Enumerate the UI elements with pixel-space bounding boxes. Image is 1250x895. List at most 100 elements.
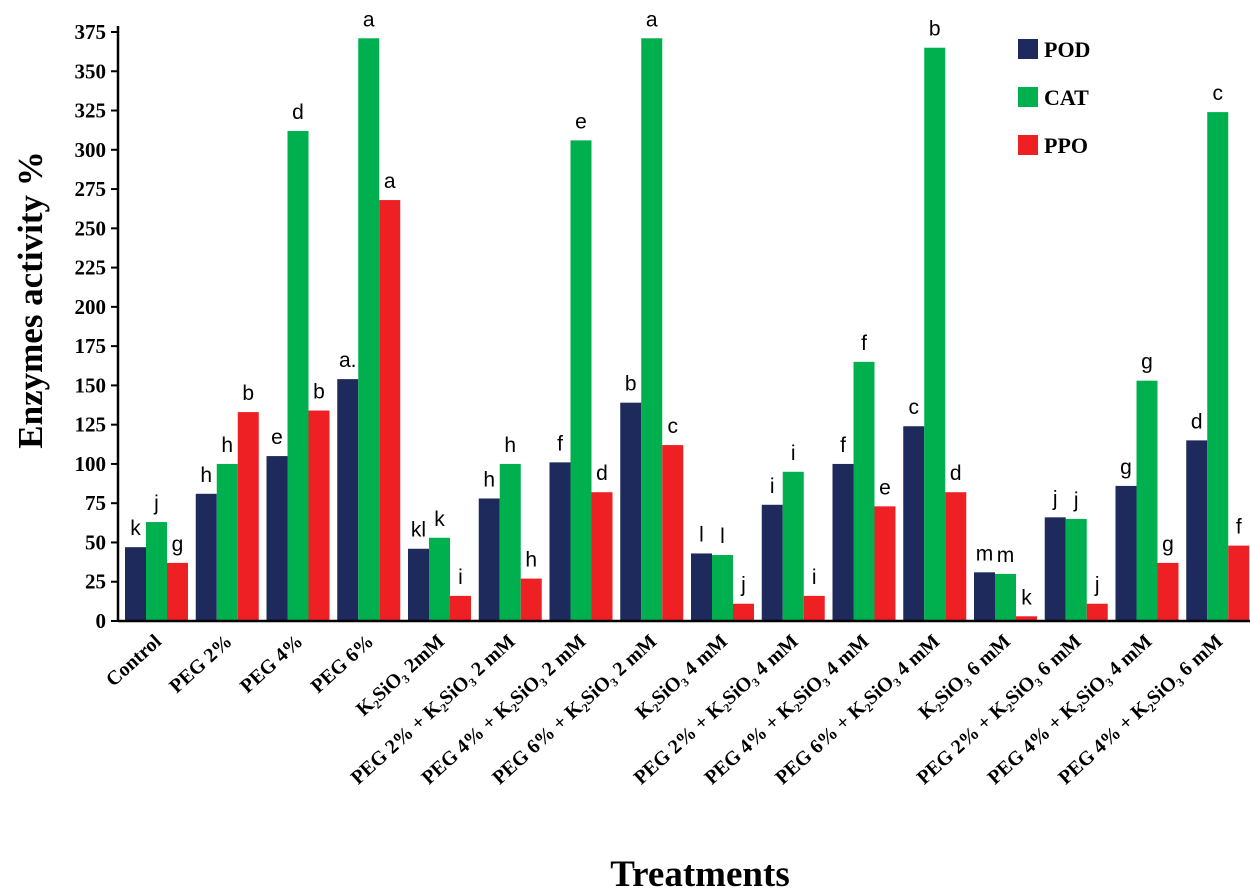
- bar-ppo: [591, 492, 613, 621]
- significance-label: a.: [339, 349, 357, 372]
- significance-label: h: [483, 468, 495, 491]
- y-tick-label: 200: [75, 295, 107, 319]
- significance-label: h: [200, 464, 212, 487]
- y-tick-label: 150: [75, 373, 107, 397]
- y-tick-label: 0: [96, 609, 107, 633]
- significance-label: d: [292, 101, 304, 124]
- bar-cat: [146, 522, 167, 621]
- bar-pod: [195, 493, 217, 621]
- bar-pod: [337, 379, 359, 621]
- bar-cat: [570, 140, 592, 621]
- bar-cat: [1136, 380, 1158, 621]
- bar-pod: [408, 548, 429, 621]
- y-tick-label: 350: [75, 59, 107, 83]
- bar-cat: [853, 361, 875, 621]
- significance-label: e: [575, 110, 587, 133]
- bar-pod: [549, 462, 571, 621]
- y-axis: 0 25 50 75 100 125 150 175 200 225 250 275 300 325 350…: [75, 20, 120, 633]
- significance-label: k: [130, 517, 141, 540]
- bar-cat: [216, 463, 238, 621]
- bar-pod: [761, 504, 783, 621]
- x-axis-label: Treatments: [610, 854, 789, 895]
- bar-ppo: [167, 562, 188, 621]
- y-tick-label: 300: [75, 138, 107, 162]
- bar-ppo: [1086, 603, 1108, 621]
- bar-ppo: [803, 595, 825, 621]
- bar-cat: [995, 573, 1016, 621]
- significance-label: k: [434, 508, 445, 531]
- bar-ppo: [379, 200, 401, 621]
- significance-label: d: [1191, 410, 1203, 433]
- bar-cat: [429, 537, 450, 621]
- bar-pod: [1186, 440, 1208, 621]
- y-tick-label: 175: [75, 334, 107, 358]
- legend-label: PPO: [1044, 133, 1088, 158]
- legend: POD CAT PPO: [1018, 37, 1090, 158]
- bar-cat: [924, 47, 946, 621]
- y-tick-label: 125: [75, 413, 107, 437]
- bars: [125, 38, 1250, 622]
- significance-label: e: [271, 426, 283, 449]
- significance-label: a: [384, 170, 396, 193]
- y-tick-label: 100: [75, 452, 107, 476]
- significance-label: i: [770, 475, 775, 498]
- significance-label: a: [363, 8, 375, 31]
- bar-pod: [1115, 485, 1137, 621]
- x-tick-label: Control: [102, 630, 166, 691]
- significance-label: j: [153, 492, 159, 515]
- y-tick-label: 25: [85, 570, 106, 594]
- bar-pod: [478, 498, 500, 621]
- bar-cat: [782, 471, 804, 621]
- bar-ppo: [1016, 616, 1037, 621]
- bar-pod: [266, 456, 288, 621]
- significance-label: g: [1120, 456, 1132, 479]
- bar-ppo: [1228, 545, 1250, 621]
- bar-ppo: [308, 410, 330, 621]
- significance-label: j: [740, 574, 746, 597]
- bar-cat: [1207, 112, 1229, 621]
- legend-label: POD: [1044, 37, 1090, 62]
- significance-label: e: [879, 476, 891, 499]
- y-tick-label: 250: [75, 216, 107, 240]
- y-tick-label: 225: [75, 256, 107, 280]
- bar-pod: [974, 572, 995, 621]
- y-tick-label: 75: [85, 491, 106, 515]
- bar-ppo: [237, 412, 259, 621]
- significance-label: l: [699, 523, 704, 546]
- significance-label: f: [840, 434, 846, 457]
- bar-cat: [499, 463, 521, 621]
- significance-label: c: [1213, 82, 1224, 105]
- bar-cat: [287, 130, 309, 621]
- y-tick-label: 275: [75, 177, 107, 201]
- bar-pod: [620, 402, 642, 621]
- bar-cat: [641, 38, 663, 622]
- significance-label: b: [242, 382, 254, 405]
- significance-label: i: [791, 442, 796, 465]
- significance-label: l: [720, 525, 725, 548]
- bar-cat: [358, 38, 380, 622]
- significance-label: h: [504, 434, 516, 457]
- significance-label: f: [861, 332, 867, 355]
- x-tick-label: PEG 2%: [165, 630, 236, 697]
- significance-label: c: [909, 396, 920, 419]
- significance-label: k: [1021, 586, 1032, 609]
- bar-pod: [1044, 517, 1066, 621]
- significance-label: f: [1236, 516, 1242, 539]
- bar-cat: [1065, 518, 1087, 621]
- bar-ppo: [662, 445, 684, 621]
- significance-label: g: [1162, 533, 1174, 556]
- significance-label: c: [668, 415, 679, 438]
- legend-swatch-pod: [1018, 39, 1038, 59]
- significance-label: d: [950, 462, 962, 485]
- bar-pod: [832, 463, 854, 621]
- y-tick-label: 375: [75, 20, 107, 44]
- bar-cat: [712, 555, 733, 621]
- significance-label: i: [812, 566, 817, 589]
- y-tick-label: 325: [75, 99, 107, 123]
- bar-ppo: [945, 492, 967, 621]
- significance-label: f: [557, 432, 563, 455]
- bar-ppo: [1157, 562, 1179, 621]
- legend-swatch-ppo: [1018, 135, 1038, 155]
